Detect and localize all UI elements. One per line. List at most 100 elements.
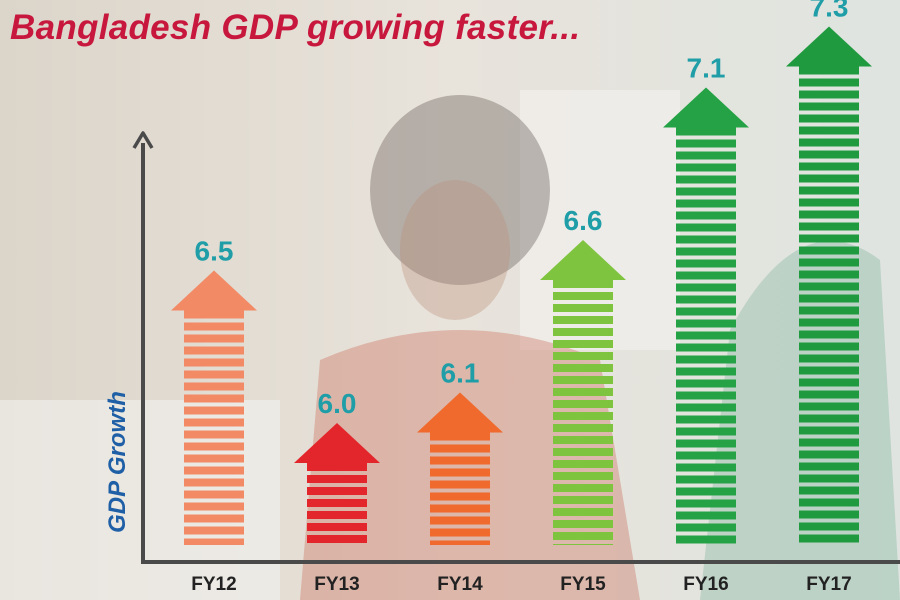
bar-stripe: [676, 259, 736, 268]
bar-stripe: [553, 532, 613, 540]
bar-stripe: [799, 354, 859, 363]
bar-stripe: [799, 390, 859, 399]
bar-stripe: [430, 480, 490, 489]
bar-stripe: [553, 496, 613, 504]
bar-fy17: [786, 26, 872, 543]
bar-stripe: [799, 318, 859, 327]
bar-stripe: [553, 340, 613, 348]
bar-stripe: [799, 342, 859, 351]
tick-label-fy16: FY16: [683, 574, 728, 595]
bar-stripe: [799, 198, 859, 207]
bar-stripe: [799, 246, 859, 255]
bar-stripe: [553, 544, 613, 545]
bar-stripe: [799, 498, 859, 507]
bar-stripe: [799, 462, 859, 471]
bar-stripe: [184, 406, 244, 415]
bar-stripe: [307, 535, 367, 543]
bar-stripe: [553, 328, 613, 336]
bar-stripe: [184, 394, 244, 403]
bar-stripe: [799, 258, 859, 267]
bar-stripe: [799, 522, 859, 531]
bar-stripe: [676, 127, 736, 136]
bar-stripe: [799, 174, 859, 183]
bar-stripe: [799, 186, 859, 195]
arrow-head-fy17: [786, 26, 872, 67]
bar-stripe: [676, 139, 736, 148]
bar-stripe: [676, 211, 736, 220]
bar-stripe: [676, 199, 736, 208]
bar-stripe: [799, 510, 859, 519]
bar-stripe: [799, 306, 859, 315]
bar-fy15: [540, 240, 626, 545]
bar-stripe: [799, 210, 859, 219]
bar-stripe: [184, 322, 244, 331]
bar-stripe: [184, 370, 244, 379]
bar-fy13: [294, 423, 380, 543]
bar-stripe: [553, 304, 613, 312]
bar-stripe: [307, 499, 367, 507]
value-label-fy13: 6.0: [318, 388, 357, 419]
bar-stripe: [184, 526, 244, 535]
tick-label-fy17: FY17: [806, 574, 851, 595]
bar-stripe: [553, 316, 613, 324]
bar-stripe: [184, 358, 244, 367]
bar-stripe: [553, 292, 613, 300]
bar-stripe: [553, 412, 613, 420]
bar-stripe: [430, 492, 490, 501]
bar-fy12: [171, 270, 257, 545]
bar-stripe: [676, 343, 736, 352]
bar-stripe: [799, 138, 859, 147]
bar-stripe: [553, 508, 613, 516]
bar-stripe: [184, 514, 244, 523]
bar-stripe: [799, 366, 859, 375]
bar-stripe: [799, 426, 859, 435]
tick-label-fy15: FY15: [560, 574, 606, 595]
bar-stripe: [676, 535, 736, 544]
bar-stripe: [430, 528, 490, 537]
bar-stripe: [430, 456, 490, 465]
bar-stripe: [553, 460, 613, 468]
bar-stripe: [799, 450, 859, 459]
bar-stripe: [430, 516, 490, 525]
bar-fy16: [663, 87, 749, 544]
chart-title: Bangladesh GDP growing faster...: [10, 8, 581, 47]
bar-stripe: [553, 520, 613, 528]
y-axis-label: GDP Growth: [104, 391, 131, 533]
bar-stripe: [676, 463, 736, 472]
bar-stripe: [799, 402, 859, 411]
value-label-fy12: 6.5: [195, 236, 234, 267]
bar-stripe: [553, 364, 613, 372]
bar-stripe: [799, 162, 859, 171]
bar-stripe: [799, 102, 859, 111]
bar-stripe: [676, 451, 736, 460]
tick-labels-group: FY12 FY13 FY14 FY15 FY16 FY17: [191, 574, 851, 595]
bar-stripe: [676, 511, 736, 520]
bar-stripe: [676, 187, 736, 196]
bar-stripe: [799, 66, 859, 75]
value-label-fy16: 7.1: [687, 53, 726, 84]
bar-stripe: [430, 504, 490, 513]
arrow-head-fy15: [540, 240, 626, 280]
bar-stripe: [676, 415, 736, 424]
bar-stripe: [676, 403, 736, 412]
value-label-fy14: 6.1: [441, 358, 480, 389]
bar-stripe: [307, 475, 367, 483]
bar-stripe: [676, 307, 736, 316]
bar-stripe: [799, 474, 859, 483]
bar-stripe: [676, 151, 736, 160]
tick-label-fy12: FY12: [191, 574, 236, 595]
bar-stripe: [799, 222, 859, 231]
arrow-head-fy12: [171, 270, 257, 311]
bar-stripe: [184, 502, 244, 511]
bar-stripe: [184, 418, 244, 427]
bar-stripe: [676, 175, 736, 184]
bar-stripe: [676, 367, 736, 376]
bar-stripe: [799, 486, 859, 495]
bar-stripe: [184, 346, 244, 355]
tick-label-fy13: FY13: [314, 574, 359, 595]
bar-stripe: [676, 163, 736, 172]
bar-stripe: [553, 352, 613, 360]
arrow-head-fy16: [663, 87, 749, 128]
bar-stripe: [676, 499, 736, 508]
bar-stripe: [553, 424, 613, 432]
